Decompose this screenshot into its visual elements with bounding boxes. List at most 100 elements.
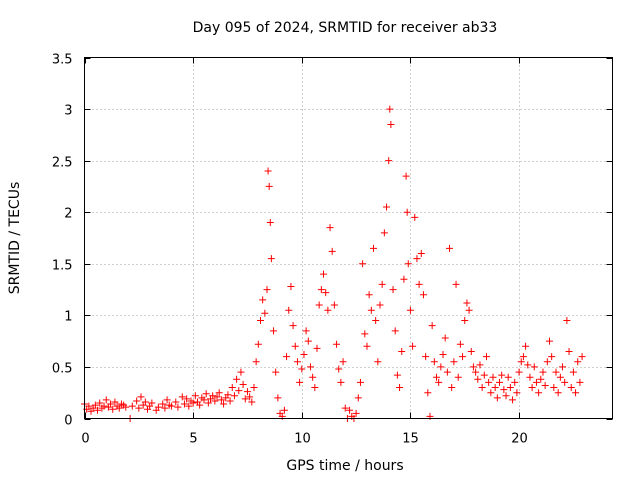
data-point [252,358,260,366]
y-tick-label: 2.5 [52,156,73,171]
data-point [569,368,577,376]
data-point [472,368,480,376]
data-point [320,270,328,278]
data-point [341,404,349,412]
data-point [556,373,564,381]
data-point [239,380,247,388]
data-point [526,373,534,381]
data-point [513,389,521,397]
data-point [372,317,380,325]
data-point [196,401,204,409]
data-point [561,378,569,386]
data-point [404,260,412,268]
data-point [365,291,373,299]
data-point [180,400,188,408]
data-point [430,358,438,366]
data-point [333,340,341,348]
data-point [254,340,262,348]
data-point [185,402,193,410]
data-point [315,301,323,309]
data-point [241,395,249,403]
data-point [456,340,464,348]
data-point [383,203,391,211]
data-point [465,306,473,314]
data-point [304,337,312,345]
data-point [94,406,102,414]
data-point [548,353,556,361]
data-point [459,353,467,361]
data-point [524,361,532,369]
data-points [81,105,586,422]
data-point [474,375,482,383]
data-point [259,296,267,304]
y-tick-label: 1 [64,310,72,325]
data-point [482,353,490,361]
data-point [115,404,123,412]
data-point [535,389,543,397]
data-point [417,249,425,257]
data-point [337,378,345,386]
data-point [367,306,375,314]
data-point [235,387,243,395]
data-point [480,371,488,379]
data-point [257,317,264,325]
data-point [517,358,525,366]
data-point [385,157,393,165]
data-point [428,322,436,330]
data-point [433,373,440,381]
data-point [215,389,223,397]
data-point [532,378,540,386]
x-tick-label: 15 [402,432,419,447]
data-point [233,375,241,383]
data-point [172,398,180,406]
data-point [491,384,499,392]
data-point [291,342,299,350]
data-point [487,389,495,397]
data-point [161,404,169,412]
x-tick-label: 10 [294,432,311,447]
data-point [415,280,423,288]
data-point [189,399,197,407]
data-point [389,286,397,294]
data-point [537,375,545,383]
data-point [148,399,156,407]
data-point [306,363,314,371]
data-point [96,399,104,407]
data-point [226,397,234,405]
data-point [478,384,486,392]
data-point [374,358,382,366]
data-point [543,358,551,366]
data-point [293,358,301,366]
data-point [450,358,458,366]
data-point [309,373,317,381]
data-point [204,399,212,407]
data-point [237,368,245,376]
data-point [550,384,558,392]
y-tick-label: 3.5 [52,53,73,68]
data-point [515,368,523,376]
data-point [174,403,182,411]
data-point [211,397,219,405]
data-point [411,213,419,221]
data-point [572,389,580,397]
data-point [448,384,456,392]
data-point [369,244,377,252]
data-point [504,373,512,381]
data-point [363,342,371,350]
data-point [248,398,256,406]
data-point [352,409,360,417]
data-point [469,363,477,371]
data-point [402,172,410,180]
data-point [272,368,280,376]
data-point [422,353,430,361]
data-point [324,306,332,314]
data-point [424,389,432,397]
data-point [111,398,119,406]
data-point [243,388,251,396]
data-point [261,309,269,317]
data-point [574,358,582,366]
data-point [178,393,186,401]
data-point [356,378,364,386]
data-point [287,282,295,290]
